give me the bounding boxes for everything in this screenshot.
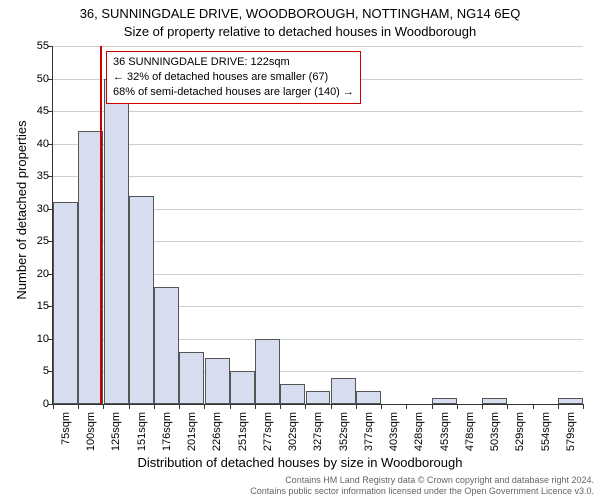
x-tick-label: 503sqm — [489, 412, 501, 472]
x-tick-label: 251sqm — [237, 412, 249, 472]
x-tick-label: 554sqm — [540, 412, 552, 472]
annotation-line: 36 SUNNINGDALE DRIVE: 122sqm — [113, 55, 354, 70]
histogram-bar — [558, 398, 583, 405]
x-tick — [381, 404, 382, 409]
x-tick-label: 377sqm — [363, 412, 375, 472]
y-tick-label: 30 — [23, 203, 49, 215]
y-tick-label: 0 — [23, 398, 49, 410]
x-tick — [482, 404, 483, 409]
histogram-bar — [280, 384, 305, 404]
x-tick — [129, 404, 130, 409]
histogram-bar — [179, 352, 204, 404]
x-tick-label: 352sqm — [338, 412, 350, 472]
histogram-bar — [306, 391, 331, 404]
x-tick — [179, 404, 180, 409]
y-tick-label: 25 — [23, 235, 49, 247]
x-tick-label: 226sqm — [211, 412, 223, 472]
y-tick-label: 35 — [23, 170, 49, 182]
x-tick — [356, 404, 357, 409]
x-tick — [406, 404, 407, 409]
x-tick-label: 428sqm — [413, 412, 425, 472]
y-tick-label: 45 — [23, 105, 49, 117]
x-tick — [255, 404, 256, 409]
histogram-bar — [53, 202, 78, 404]
y-tick-label: 50 — [23, 73, 49, 85]
x-tick — [305, 404, 306, 409]
annotation-line: ← 32% of detached houses are smaller (67… — [113, 70, 354, 85]
histogram-bar — [356, 391, 381, 404]
x-tick — [204, 404, 205, 409]
y-tick-label: 40 — [23, 138, 49, 150]
x-tick — [53, 404, 54, 409]
x-tick-label: 302sqm — [287, 412, 299, 472]
x-tick-label: 201sqm — [186, 412, 198, 472]
x-tick — [280, 404, 281, 409]
x-tick-label: 579sqm — [565, 412, 577, 472]
x-tick-label: 327sqm — [312, 412, 324, 472]
y-tick-label: 15 — [23, 300, 49, 312]
x-tick-label: 478sqm — [464, 412, 476, 472]
x-tick-label: 176sqm — [161, 412, 173, 472]
histogram-bar — [129, 196, 154, 404]
page-subtitle: Size of property relative to detached ho… — [0, 24, 600, 39]
gridline — [53, 46, 583, 47]
histogram-bar — [482, 398, 507, 405]
histogram-bar — [255, 339, 280, 404]
histogram-bar — [205, 358, 230, 404]
x-tick — [103, 404, 104, 409]
footer-line-2: Contains public sector information licen… — [4, 486, 594, 497]
y-tick-label: 5 — [23, 365, 49, 377]
page-title: 36, SUNNINGDALE DRIVE, WOODBOROUGH, NOTT… — [0, 6, 600, 21]
y-tick-label: 20 — [23, 268, 49, 280]
x-tick — [331, 404, 332, 409]
x-tick — [558, 404, 559, 409]
x-tick-label: 100sqm — [85, 412, 97, 472]
x-tick — [78, 404, 79, 409]
histogram-bar — [230, 371, 255, 404]
annotation-line: 68% of semi-detached houses are larger (… — [113, 85, 354, 100]
property-marker-line — [100, 46, 102, 404]
x-tick-label: 277sqm — [262, 412, 274, 472]
gridline — [53, 144, 583, 145]
x-tick — [432, 404, 433, 409]
gridline — [53, 111, 583, 112]
histogram-bar — [331, 378, 356, 404]
footer-line-1: Contains HM Land Registry data © Crown c… — [4, 475, 594, 486]
x-tick-label: 75sqm — [60, 412, 72, 472]
attribution-footer: Contains HM Land Registry data © Crown c… — [4, 475, 594, 497]
x-tick-label: 151sqm — [136, 412, 148, 472]
histogram-bar — [104, 79, 129, 404]
gridline — [53, 176, 583, 177]
histogram-bar — [432, 398, 457, 405]
x-tick — [230, 404, 231, 409]
x-tick-label: 529sqm — [514, 412, 526, 472]
annotation-box: 36 SUNNINGDALE DRIVE: 122sqm← 32% of det… — [106, 51, 361, 104]
x-tick — [154, 404, 155, 409]
y-tick-label: 55 — [23, 40, 49, 52]
x-tick — [507, 404, 508, 409]
x-tick — [583, 404, 584, 409]
histogram-plot: 051015202530354045505575sqm100sqm125sqm1… — [52, 46, 583, 405]
x-tick — [457, 404, 458, 409]
histogram-bar — [154, 287, 179, 404]
x-tick-label: 403sqm — [388, 412, 400, 472]
y-tick-label: 10 — [23, 333, 49, 345]
x-tick-label: 453sqm — [439, 412, 451, 472]
x-tick — [533, 404, 534, 409]
x-tick-label: 125sqm — [110, 412, 122, 472]
